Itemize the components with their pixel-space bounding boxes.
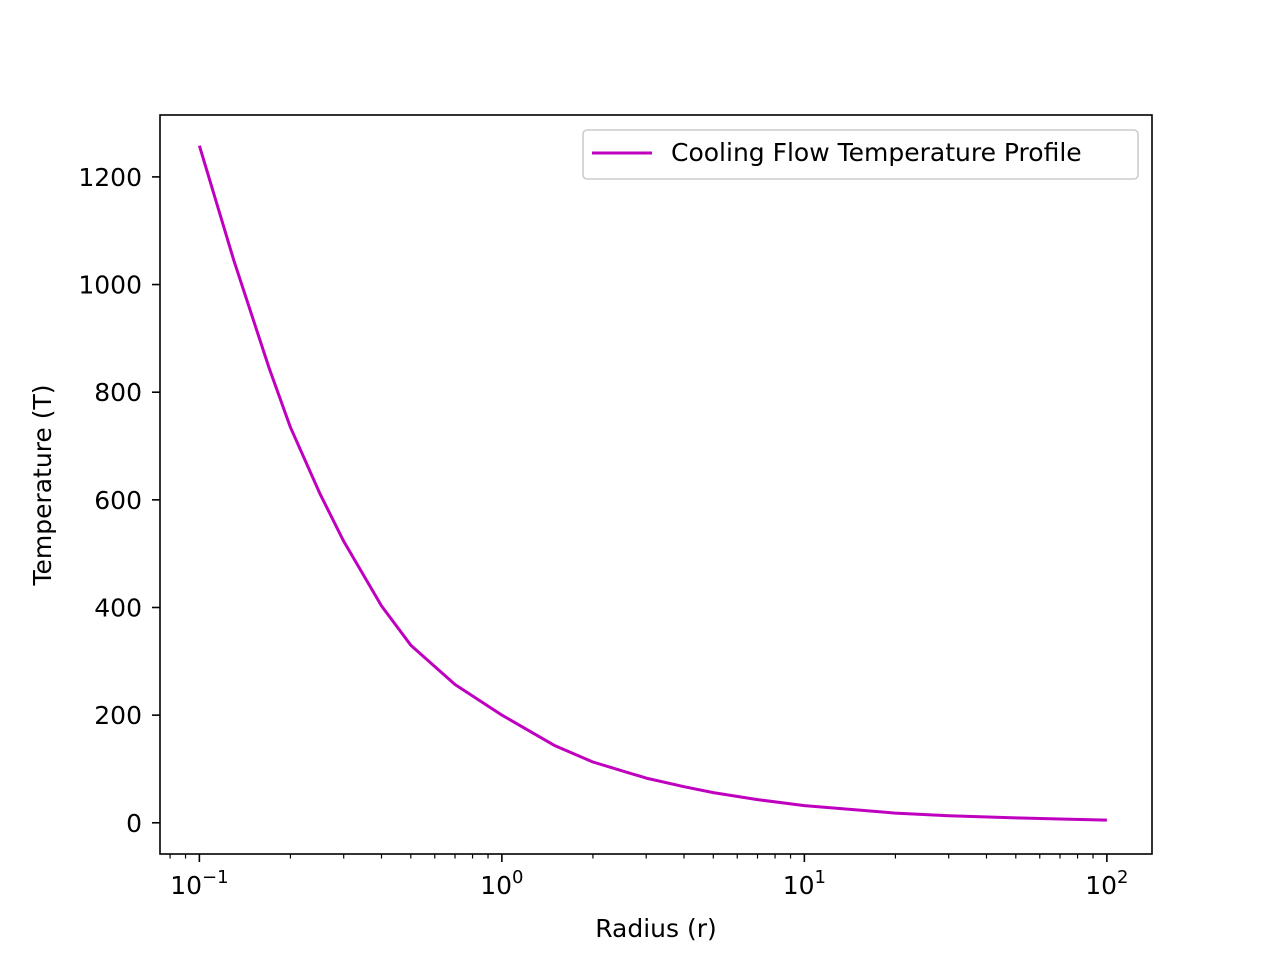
y-tick-label: 1200 <box>78 163 142 192</box>
x-axis-label: Radius (r) <box>595 914 717 943</box>
legend-box <box>582 129 1139 180</box>
y-tick-label: 400 <box>94 593 142 622</box>
axis-ticks: 0 200 400 600 800 1000 1200 10−1 100 101 102 <box>78 163 1128 900</box>
series-line <box>197 145 1107 822</box>
x-tick-label: 10−1 <box>170 867 228 900</box>
y-tick-label: 1000 <box>78 271 142 300</box>
legend: Cooling Flow Temperature Profile <box>582 129 1139 180</box>
x-tick-label: 100 <box>480 867 523 900</box>
y-axis-label: Temperature (T) <box>28 384 57 586</box>
plot-frame <box>159 114 1153 855</box>
y-tick-label: 200 <box>94 701 142 730</box>
y-tick-label: 800 <box>94 378 142 407</box>
x-tick-label: 101 <box>783 867 826 900</box>
series-layer <box>197 145 1107 822</box>
legend-label: Cooling Flow Temperature Profile <box>671 138 1082 167</box>
y-tick-label: 0 <box>126 809 142 838</box>
plot-area <box>160 115 1152 854</box>
x-tick-label: 102 <box>1085 867 1128 900</box>
y-tick-label: 600 <box>94 486 142 515</box>
